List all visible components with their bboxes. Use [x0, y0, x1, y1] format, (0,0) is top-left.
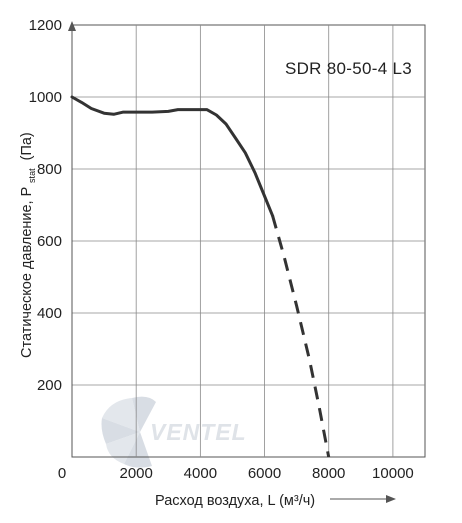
watermark-text: VENTEL: [150, 419, 247, 445]
y-tick-label: 1200: [29, 17, 62, 34]
x-axis-label: Расход воздуха, L (м³/ч): [155, 493, 315, 509]
y-axis-label-sub: stat: [27, 168, 37, 183]
series-line-dashed: [271, 215, 331, 458]
y-axis-label-main: Статическое давление, P: [19, 187, 35, 358]
series-line-solid: [70, 95, 275, 218]
chart-title: SDR 80-50-4 L3: [285, 59, 412, 78]
grid: [72, 25, 425, 457]
y-axis-label-unit: (Па): [19, 132, 35, 160]
x-tick-label: 8000: [312, 465, 345, 482]
y-axis-label: Статическое давление, P stat (Па): [19, 132, 39, 358]
y-tick-label: 200: [37, 377, 62, 394]
x-tick-label: 10000: [372, 465, 414, 482]
x-tick-label: 4000: [184, 465, 217, 482]
y-tick-label: 1000: [29, 89, 62, 106]
watermark-logo: VENTEL: [101, 396, 247, 468]
x-tick-labels: 0 2000 4000 6000 8000 10000: [58, 465, 414, 482]
x-tick-label: 2000: [119, 465, 152, 482]
y-tick-labels: 200 400 600 800 1000 1200: [29, 17, 62, 394]
x-tick-label: 6000: [248, 465, 281, 482]
series-group: [70, 95, 331, 458]
y-tick-label: 600: [37, 233, 62, 250]
fan-icon: [101, 396, 156, 468]
y-tick-label: 800: [37, 161, 62, 178]
y-tick-label: 400: [37, 305, 62, 322]
x-tick-label: 0: [58, 465, 66, 482]
